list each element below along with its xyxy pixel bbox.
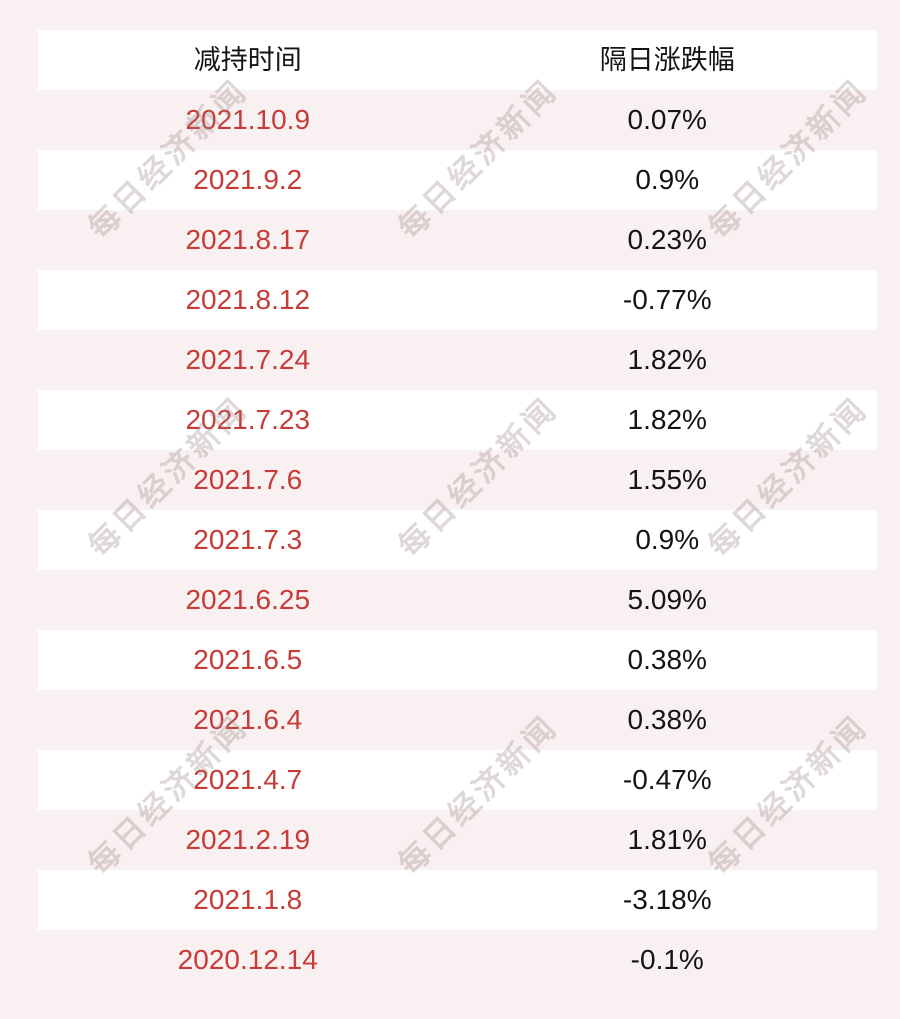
next-day-change-cell: 1.81% <box>627 824 707 855</box>
reduction-date-cell: 2020.12.14 <box>177 944 318 975</box>
next-day-change-cell: 1.82% <box>627 344 707 375</box>
reduction-date-cell: 2021.7.23 <box>185 404 311 435</box>
next-day-change-cell: 0.38% <box>627 704 707 735</box>
table-row: 2021.10.9 0.07% <box>38 90 877 150</box>
reduction-date-cell: 2021.8.12 <box>185 284 311 315</box>
table-row: 2021.6.25 5.09% <box>38 570 877 630</box>
table-row: 2021.7.3 0.9% <box>38 510 877 570</box>
table-row: 2021.7.24 1.82% <box>38 330 877 390</box>
reduction-date-cell: 2021.10.9 <box>185 104 311 135</box>
table-row: 2021.2.19 1.81% <box>38 810 877 870</box>
column-header-reduction-time: 减持时间 <box>193 44 302 75</box>
next-day-change-cell: -0.77% <box>622 284 712 315</box>
table-row: 2021.8.17 0.23% <box>38 210 877 270</box>
table-row: 2021.6.5 0.38% <box>38 630 877 690</box>
table-row: 2021.4.7 -0.47% <box>38 750 877 810</box>
reduction-date-cell: 2021.8.17 <box>185 224 311 255</box>
next-day-change-cell: 0.9% <box>635 164 700 195</box>
reduction-date-cell: 2021.1.8 <box>193 884 303 915</box>
next-day-change-cell: -3.18% <box>622 884 712 915</box>
reduction-date-cell: 2021.7.24 <box>185 344 311 375</box>
table-row: 2021.6.4 0.38% <box>38 690 877 750</box>
reduction-date-cell: 2021.6.4 <box>193 704 303 735</box>
next-day-change-cell: 0.38% <box>627 644 707 675</box>
next-day-change-cell: 1.55% <box>627 464 707 495</box>
table-row: 2021.9.2 0.9% <box>38 150 877 210</box>
column-header-next-day-change: 隔日涨跌幅 <box>599 44 735 75</box>
next-day-change-cell: 0.07% <box>627 104 707 135</box>
reduction-date-cell: 2021.7.6 <box>193 464 303 495</box>
next-day-change-cell: -0.47% <box>622 764 712 795</box>
table-row: 2021.7.23 1.82% <box>38 390 877 450</box>
table-row: 2020.12.14 -0.1% <box>38 930 877 990</box>
next-day-change-cell: 0.9% <box>635 524 700 555</box>
table-header-row: 减持时间 隔日涨跌幅 <box>38 30 877 90</box>
next-day-change-cell: 0.23% <box>627 224 707 255</box>
reduction-date-cell: 2021.4.7 <box>193 764 303 795</box>
reduction-date-cell: 2021.9.2 <box>193 164 303 195</box>
next-day-change-cell: 1.82% <box>627 404 707 435</box>
next-day-change-cell: -0.1% <box>630 944 704 975</box>
next-day-change-cell: 5.09% <box>627 584 707 615</box>
reduction-date-cell: 2021.2.19 <box>185 824 311 855</box>
reduction-date-cell: 2021.6.5 <box>193 644 303 675</box>
table-row: 2021.7.6 1.55% <box>38 450 877 510</box>
reduction-date-cell: 2021.6.25 <box>185 584 311 615</box>
table-row: 2021.8.12 -0.77% <box>38 270 877 330</box>
table-row: 2021.1.8 -3.18% <box>38 870 877 930</box>
reduction-change-table: 减持时间 隔日涨跌幅 2021.10.9 0.07% 2021.9.2 0.9%… <box>38 30 877 990</box>
reduction-date-cell: 2021.7.3 <box>193 524 303 555</box>
